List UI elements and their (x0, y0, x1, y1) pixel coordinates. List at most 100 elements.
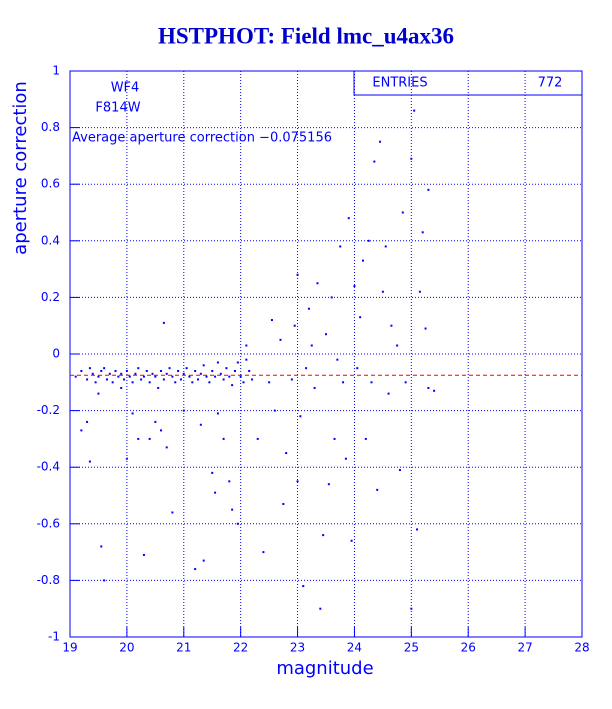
y-tick-label: 0.8 (41, 120, 60, 134)
point (111, 381, 114, 384)
point (214, 375, 217, 378)
point (222, 437, 225, 440)
point (410, 157, 413, 160)
x-tick-label: 27 (517, 641, 532, 655)
x-tick-label: 22 (233, 641, 248, 655)
point (376, 488, 379, 491)
point (214, 491, 217, 494)
point (216, 361, 219, 364)
point (103, 367, 106, 370)
point (433, 389, 436, 392)
y-tick-label: 1 (52, 64, 60, 78)
point (182, 372, 185, 375)
point (387, 392, 390, 395)
point (86, 378, 89, 381)
annotation: F814W (95, 101, 140, 116)
x-tick-label: 25 (404, 641, 419, 655)
y-tick-label: 0.4 (41, 233, 60, 247)
point (103, 579, 106, 582)
point (188, 375, 191, 378)
point (410, 607, 413, 610)
y-tick-label: -1 (48, 630, 60, 644)
point (97, 392, 100, 395)
point (279, 338, 282, 341)
point (282, 502, 285, 505)
point (100, 369, 103, 372)
stats-label: ENTRIES (372, 76, 427, 91)
point (148, 381, 151, 384)
point (390, 324, 393, 327)
point (313, 386, 316, 389)
y-tick-label: -0.8 (37, 573, 60, 587)
point (142, 553, 145, 556)
point (342, 381, 345, 384)
point (401, 211, 404, 214)
point (231, 508, 234, 511)
point (339, 245, 342, 248)
point (114, 369, 117, 372)
point (94, 381, 97, 384)
point (327, 483, 330, 486)
point (270, 319, 273, 322)
point (199, 372, 202, 375)
point (322, 534, 325, 537)
point (151, 372, 154, 375)
point (236, 361, 239, 364)
point (208, 381, 211, 384)
y-tick-label: 0.2 (41, 290, 60, 304)
chart-title: HSTPHOT: Field lmc_u4ax36 (158, 23, 454, 48)
plot-frame (69, 70, 583, 638)
point (168, 367, 171, 370)
y-tick-label: -0.4 (37, 460, 60, 474)
point (197, 378, 199, 381)
point (333, 437, 336, 440)
point (125, 457, 128, 460)
point (319, 607, 322, 610)
point (162, 321, 165, 324)
point (361, 259, 364, 262)
point (179, 378, 182, 381)
point (231, 384, 234, 387)
x-axis-label: magnitude (276, 658, 373, 679)
point (370, 381, 373, 384)
point (162, 378, 165, 381)
point (251, 378, 254, 381)
point (80, 369, 83, 372)
point (202, 559, 205, 562)
point (154, 420, 157, 423)
point (427, 386, 430, 389)
point (194, 568, 197, 571)
point (120, 372, 123, 375)
point (299, 415, 302, 418)
point (219, 372, 222, 375)
point (165, 446, 168, 449)
x-tick-label: 26 (461, 641, 476, 655)
annotation: WF4 (111, 81, 140, 96)
point (293, 324, 296, 327)
point (236, 522, 239, 525)
point (418, 290, 421, 293)
point (416, 528, 419, 531)
point (171, 511, 174, 514)
point (142, 375, 145, 378)
point (140, 378, 143, 381)
point (262, 551, 265, 554)
y-tick-label: 0.6 (41, 177, 60, 191)
point (88, 367, 91, 370)
point (344, 457, 347, 460)
point (384, 245, 387, 248)
y-tick-label: 0 (52, 347, 60, 361)
point (154, 375, 157, 378)
point (364, 437, 367, 440)
point (137, 367, 140, 370)
point (194, 369, 197, 372)
point (160, 369, 163, 372)
point (359, 316, 362, 319)
point (117, 375, 120, 378)
point (91, 372, 94, 375)
point (228, 375, 231, 378)
point (285, 452, 288, 455)
point (305, 367, 308, 370)
point (316, 282, 319, 285)
point (177, 369, 180, 372)
